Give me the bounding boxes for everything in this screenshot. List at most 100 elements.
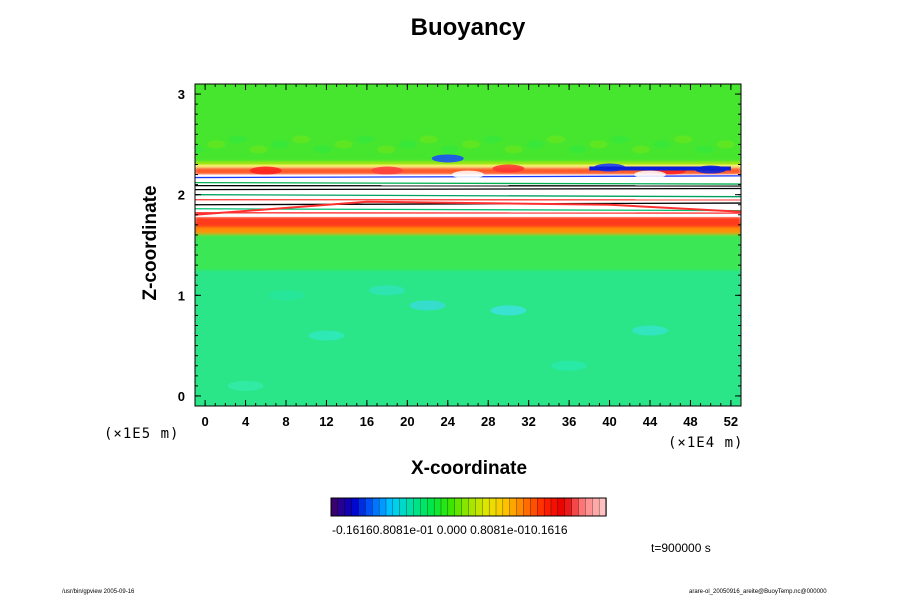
x-tick-label: 44 <box>643 414 658 429</box>
field-speckle <box>409 300 446 311</box>
field-ripple <box>674 135 693 144</box>
colorbar-cell <box>358 497 367 517</box>
colorbar-cell <box>399 497 408 517</box>
field-yellow-edge-upper <box>195 161 741 168</box>
field-speckle <box>268 290 304 301</box>
field-blob <box>452 170 484 179</box>
colorbar-cell <box>440 497 449 517</box>
field-ripple <box>440 145 459 154</box>
field-ripple <box>695 145 714 154</box>
time-annotation: t=900000 s <box>651 541 711 555</box>
field-ripple <box>270 140 289 149</box>
buoyancy-field <box>195 84 741 406</box>
field-ripple <box>334 140 353 149</box>
x-axis-unit: (×1E4 m) <box>668 435 744 451</box>
field-ripple <box>398 140 417 149</box>
colorbar-cell <box>509 497 518 517</box>
colorbar-cell <box>523 497 532 517</box>
field-ripple <box>504 145 523 154</box>
field-ripple <box>525 140 544 149</box>
colorbar-cell <box>337 497 346 517</box>
field-diagonal-band <box>195 200 741 216</box>
field-ripple <box>419 135 438 144</box>
y-tick-label: 2 <box>178 188 185 203</box>
x-tick-label: 28 <box>481 414 495 429</box>
field-ripple <box>355 135 374 144</box>
colorbar-frame <box>330 497 607 517</box>
field-speckle <box>227 380 264 391</box>
colorbar-cell <box>592 497 600 517</box>
field-ripple <box>377 145 396 154</box>
y-tick-label: 1 <box>178 288 185 303</box>
field-blob <box>371 166 404 175</box>
colorbar-cell <box>385 497 394 517</box>
y-tick-label: 0 <box>178 389 185 404</box>
colorbar-cell <box>468 497 477 517</box>
field-blob <box>431 154 464 163</box>
colorbar-cell <box>557 497 566 517</box>
colorbar-cell <box>351 497 360 517</box>
field-ripple <box>249 145 268 154</box>
field-upper-region <box>195 84 741 165</box>
field-strata-line <box>195 194 741 198</box>
y-tick-label: 3 <box>178 87 185 102</box>
colorbar-cell <box>454 497 463 517</box>
field-speckle <box>369 285 406 296</box>
colorbar-cell <box>392 497 401 517</box>
field-ripple <box>716 140 735 149</box>
field-strata-line <box>195 187 741 191</box>
x-tick-label: 36 <box>562 414 576 429</box>
colorbar-cell <box>330 497 339 517</box>
field-ripple <box>653 140 672 149</box>
x-tick-label: 24 <box>441 414 456 429</box>
colorbar-cell <box>372 497 380 517</box>
x-axis-label: X-coordinate <box>410 458 528 479</box>
x-tick-label: 20 <box>400 414 414 429</box>
field-speckle <box>490 305 527 316</box>
colorbar-cell <box>488 497 497 517</box>
field-ripple <box>589 140 608 149</box>
colorbar-labels: -0.16160.8081e-01 0.000 0.8081e-010.1616 <box>332 523 568 537</box>
chart-title: Buoyancy <box>410 14 526 41</box>
colorbar-cell <box>537 497 545 517</box>
field-speckle <box>632 325 668 336</box>
x-tick-label: 52 <box>724 414 738 429</box>
colorbar-cell <box>365 497 373 517</box>
colorbar-cell <box>585 497 593 517</box>
colorbar-cell <box>530 497 538 517</box>
colorbar-cell <box>447 497 456 517</box>
colorbar-cell <box>578 497 587 517</box>
x-tick-label: 40 <box>602 414 616 429</box>
field-ripple <box>546 135 565 144</box>
colorbar-cell <box>502 497 511 517</box>
colorbar-cell <box>420 497 428 517</box>
field-ripple <box>313 145 332 154</box>
field-ripple <box>631 145 650 154</box>
colorbar-cell <box>564 497 573 517</box>
field-speckle <box>308 330 345 341</box>
x-tick-label: 4 <box>242 414 250 429</box>
colorbar-cell <box>427 497 435 517</box>
z-axis-unit: (×1E5 m) <box>104 426 180 442</box>
field-blue-streak <box>589 166 731 171</box>
x-tick-label: 32 <box>521 414 535 429</box>
field-transition <box>195 232 741 271</box>
field-speckle <box>551 360 588 371</box>
colorbar-cell <box>550 497 559 517</box>
x-tick-label: 0 <box>201 414 208 429</box>
field-ripple <box>292 135 311 144</box>
colorbar-cell <box>433 497 442 517</box>
field-ripple <box>207 140 226 149</box>
colorbar-cell <box>495 497 504 517</box>
colorbar-cell <box>571 497 580 517</box>
field-ripple <box>568 145 587 154</box>
colorbar-cell <box>543 497 552 517</box>
field-ripple <box>462 140 481 149</box>
field-blob <box>492 164 525 173</box>
field-ripple <box>195 145 204 154</box>
colorbar-cell <box>598 497 607 517</box>
colorbar-cell <box>406 497 415 517</box>
colorbar-cell <box>344 497 353 517</box>
